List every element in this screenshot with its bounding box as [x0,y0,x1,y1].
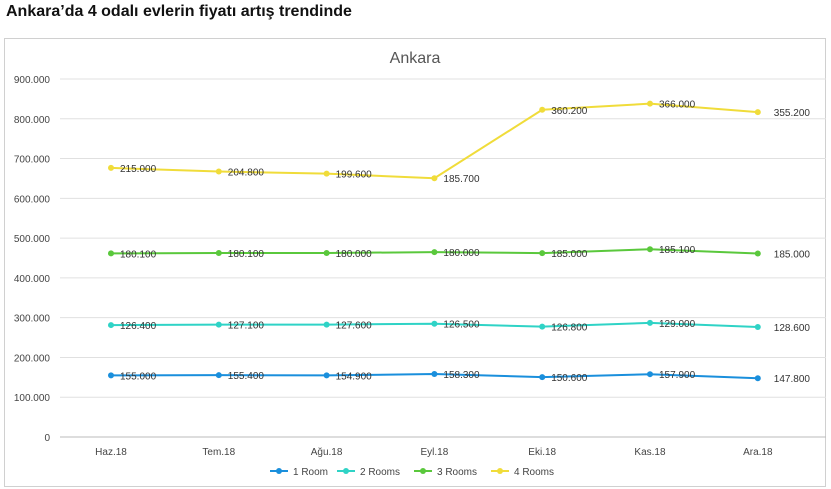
data-label: 180.000 [336,249,373,260]
data-label: 155.400 [228,371,265,382]
y-tick-label: 600.000 [14,194,51,205]
data-point [754,109,761,116]
data-label: 180.100 [228,249,265,260]
legend-marker [420,468,426,474]
data-point [754,250,761,257]
data-label: 360.200 [551,106,588,117]
y-tick-label: 200.000 [14,353,51,364]
legend-marker [497,468,503,474]
data-point [647,246,653,253]
series-line-4-rooms [110,102,758,180]
chart-title: Ankara [390,50,441,67]
data-point [431,249,438,256]
data-point [215,249,222,256]
x-tick-label: Eyl.18 [421,447,449,458]
data-label: 185.000 [551,249,588,260]
data-label: 158.300 [443,370,480,381]
data-point [431,320,438,327]
data-point [108,322,114,329]
data-point [431,175,438,182]
data-point [754,324,761,331]
data-label: 204.800 [228,168,265,179]
data-label: 150.600 [551,373,588,384]
legend-label: 2 Rooms [360,467,400,478]
data-label: 126.800 [551,323,588,334]
legend-label: 3 Rooms [437,467,477,478]
data-label: 155.000 [120,371,157,382]
data-label: 355.200 [774,108,811,119]
data-label: 366.000 [659,100,696,111]
data-label: 126.400 [120,321,157,332]
x-tick-label: Kas.18 [634,447,666,458]
data-point [215,372,222,379]
data-point [323,170,330,177]
y-tick-label: 500.000 [14,234,51,245]
legend-label: 1 Room [293,467,328,478]
y-tick-label: 0 [44,433,50,444]
x-tick-label: Ağu.18 [311,447,343,458]
data-label: 128.600 [774,323,811,334]
data-point [108,250,114,257]
data-point [215,168,222,175]
chart-frame [4,38,826,487]
legend-marker [276,468,282,474]
y-tick-label: 300.000 [14,314,51,325]
data-point [539,250,546,257]
y-tick-label: 800.000 [14,115,51,126]
y-tick-label: 100.000 [14,393,51,404]
data-point [754,375,761,382]
legend-marker [343,468,349,474]
data-point [539,106,546,113]
data-point [539,374,546,381]
data-label: 185.100 [659,245,696,256]
data-label: 180.100 [120,249,157,260]
data-label: 215.000 [120,164,157,175]
data-label: 180.000 [443,248,480,259]
y-tick-label: 400.000 [14,274,51,285]
data-label: 127.600 [336,321,373,332]
data-point [647,100,653,107]
data-label: 185.000 [774,249,811,260]
data-point [323,321,330,328]
data-label: 157.900 [659,370,696,381]
data-label: 129.000 [659,319,696,330]
legend-label: 4 Rooms [514,467,554,478]
data-point [539,323,546,330]
data-point [108,372,114,379]
data-point [647,371,653,378]
data-label: 147.800 [774,374,811,385]
data-label: 154.900 [336,371,373,382]
x-tick-label: Tem.18 [202,447,235,458]
y-tick-label: 900.000 [14,75,51,86]
y-tick-label: 700.000 [14,155,51,166]
data-point [647,319,653,326]
x-tick-label: Haz.18 [95,447,127,458]
data-label: 127.100 [228,321,265,332]
data-label: 126.500 [443,320,480,331]
x-tick-label: Ara.18 [743,447,773,458]
data-label: 199.600 [336,170,373,181]
data-point [215,321,222,328]
data-point [323,250,330,257]
data-label: 185.700 [443,174,480,185]
data-point [431,371,438,378]
x-tick-label: Eki.18 [528,447,556,458]
data-point [323,372,330,379]
data-point [108,164,114,171]
page-title: Ankara’da 4 odalı evlerin fiyatı artış t… [6,3,352,20]
